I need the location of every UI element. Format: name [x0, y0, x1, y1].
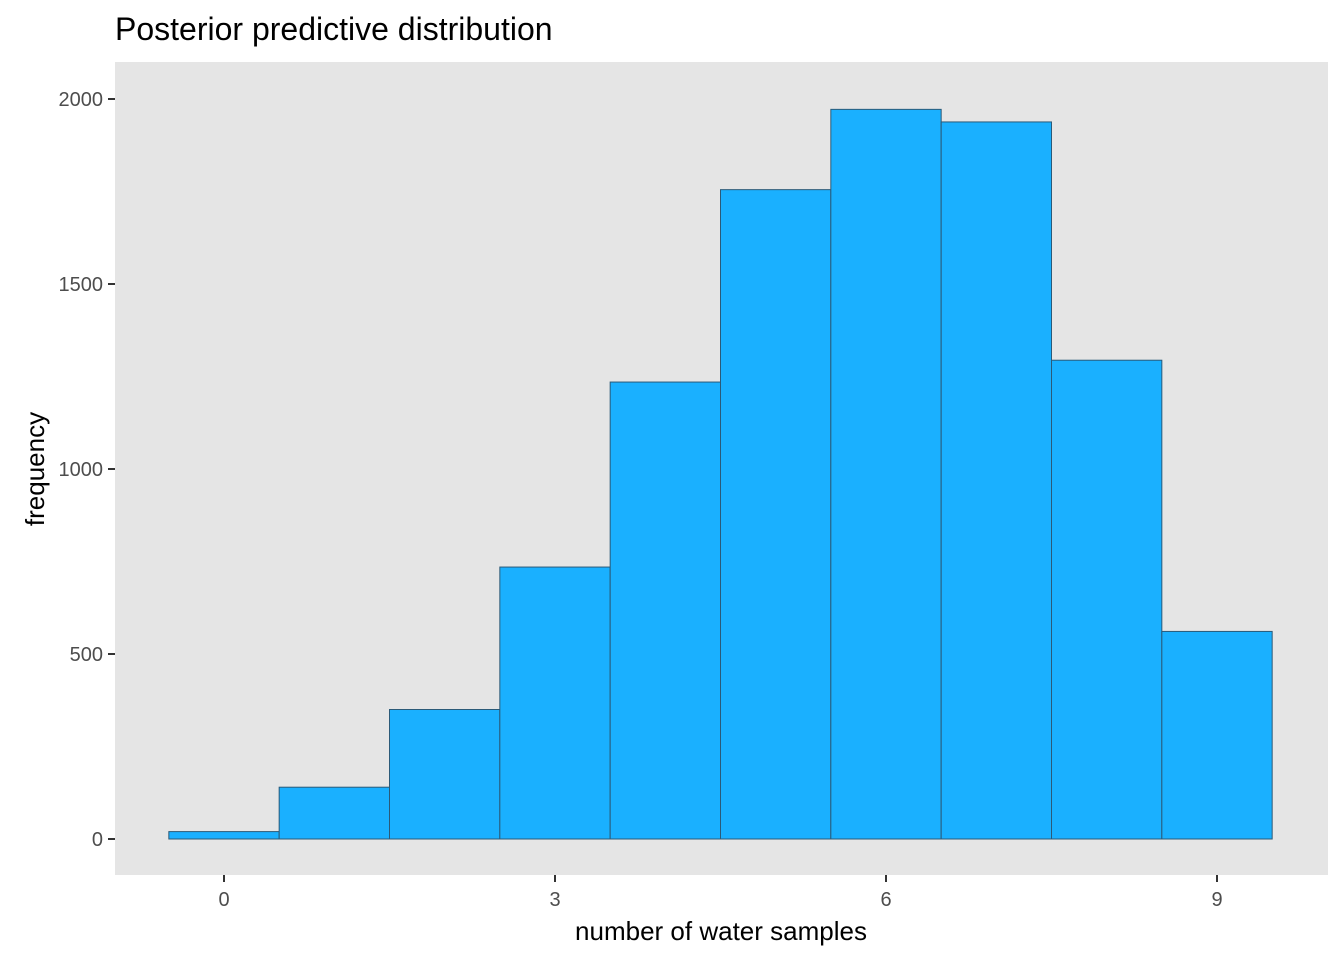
histogram-bar-7 [940, 121, 1053, 840]
x-axis-title: number of water samples [575, 916, 867, 946]
chart-title: Posterior predictive distribution [115, 11, 553, 47]
histogram-bar-4 [609, 381, 722, 840]
x-tick-label: 3 [549, 889, 560, 911]
y-tick-label: 2000 [59, 89, 104, 111]
x-tick-label: 0 [218, 889, 229, 911]
histogram-bar-5 [720, 189, 832, 840]
x-tick-label: 6 [880, 889, 891, 911]
y-tick-label: 1500 [59, 274, 104, 296]
y-tick-label: 1000 [59, 459, 104, 481]
x-axis: 0 3 6 9 [218, 875, 1223, 911]
y-axis-title: frequency [20, 412, 50, 526]
histogram-bar-3 [499, 566, 611, 840]
histogram-bar-2 [389, 709, 501, 840]
y-axis: 0 500 1000 1500 2000 [59, 89, 115, 851]
histogram-bar-1 [278, 786, 390, 840]
histogram-bar-8 [1051, 359, 1163, 840]
histogram-bar-9 [1161, 630, 1273, 840]
x-tick-label: 9 [1211, 889, 1222, 911]
histogram-bar-0 [168, 831, 280, 840]
y-tick-label: 500 [70, 644, 103, 666]
histogram-bar-6 [830, 108, 942, 840]
bars-group [168, 108, 1273, 840]
y-tick-label: 0 [92, 829, 103, 851]
